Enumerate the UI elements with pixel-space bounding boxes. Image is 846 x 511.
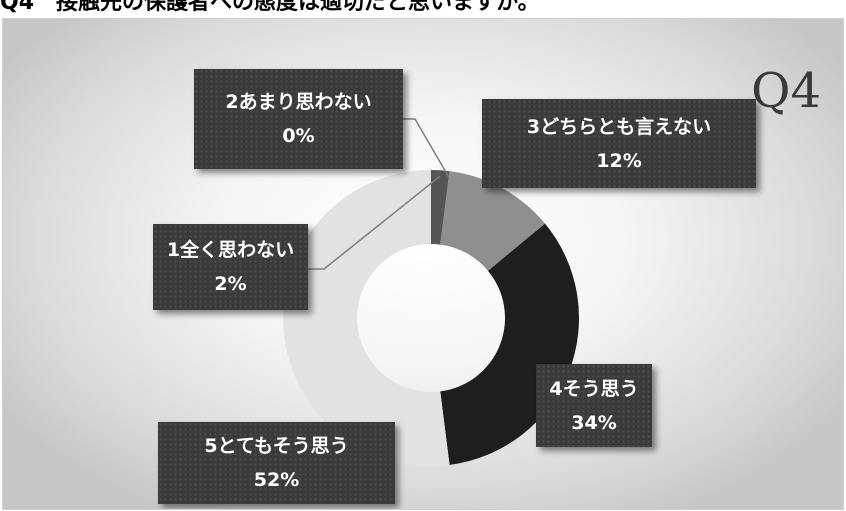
value-label-4: 34% — [571, 411, 617, 434]
leader-line-1 — [308, 175, 441, 270]
callout-label-1: 1全く思わない 2% — [153, 224, 308, 310]
category-label-1: 1全く思わない — [166, 239, 295, 261]
callout-label-3: 3どちらとも言えない 12% — [482, 99, 756, 188]
value-label-1: 2% — [214, 273, 247, 295]
donut-slice-3 — [440, 171, 546, 271]
leader-lines — [308, 118, 450, 270]
value-label-5: 52% — [253, 469, 300, 491]
donut-slice-1 — [431, 170, 450, 245]
category-label-2: 2あまり思わない — [225, 91, 372, 113]
page-heading: Q4 接触先の保護者への態度は適切だと思いますか。 — [0, 0, 540, 15]
question-label: Q4 — [751, 63, 821, 119]
value-label-2: 0% — [282, 125, 315, 147]
category-label-5: 5とてもそう思う — [204, 435, 349, 457]
leader-line-2 — [403, 118, 450, 178]
donut-chart — [283, 118, 579, 466]
category-label-4: 4そう思う — [549, 377, 639, 400]
category-label-3: 3どちらとも言えない — [526, 115, 712, 138]
callout-label-5: 5とてもそう思う 52% — [158, 422, 395, 504]
callout-label-4: 4そう思う 34% — [536, 364, 652, 447]
callout-label-2: 2あまり思わない 0% — [194, 69, 403, 169]
donut-slice-5 — [283, 170, 450, 466]
value-label-3: 12% — [596, 149, 642, 172]
chart-frame: Q4 1全く思わない 2% 2あまり思わない 0% 3どちらとも言えない 12%… — [2, 18, 844, 510]
